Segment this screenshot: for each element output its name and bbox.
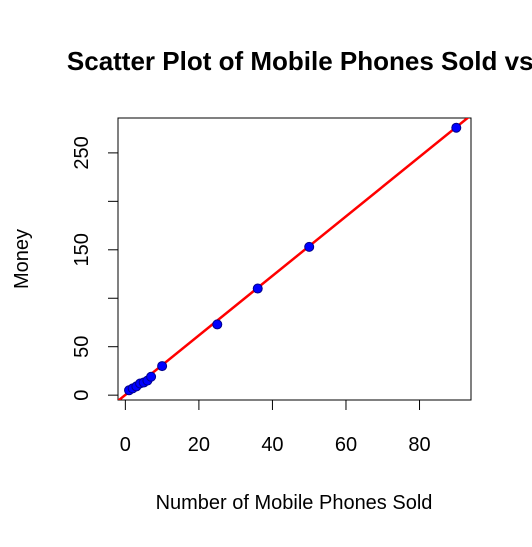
- y-axis: 0 50 150 250: [71, 136, 119, 401]
- x-tick-label: 0: [120, 434, 131, 456]
- regression-line: [118, 118, 470, 400]
- y-tick-label: 0: [71, 390, 93, 401]
- data-point: [157, 361, 168, 372]
- y-tick-label: 50: [71, 336, 93, 358]
- x-axis: 0 20 40 60 80: [120, 399, 431, 456]
- data-point: [451, 122, 462, 133]
- data-point: [252, 283, 263, 294]
- data-points: [124, 122, 462, 396]
- x-tick-label: 20: [188, 434, 210, 456]
- chart-title: Scatter Plot of Mobile Phones Sold vs Mo…: [67, 46, 532, 76]
- y-axis-label: Money: [11, 229, 33, 289]
- data-point: [304, 241, 315, 252]
- x-tick-label: 80: [408, 434, 430, 456]
- x-tick-label: 60: [335, 434, 357, 456]
- data-point: [212, 319, 223, 330]
- fit-line-group: [118, 118, 470, 400]
- y-tick-label: 150: [71, 233, 93, 266]
- x-tick-label: 40: [261, 434, 283, 456]
- y-tick-label: 250: [71, 136, 93, 169]
- data-point: [146, 371, 157, 382]
- x-axis-label: Number of Mobile Phones Sold: [156, 492, 433, 514]
